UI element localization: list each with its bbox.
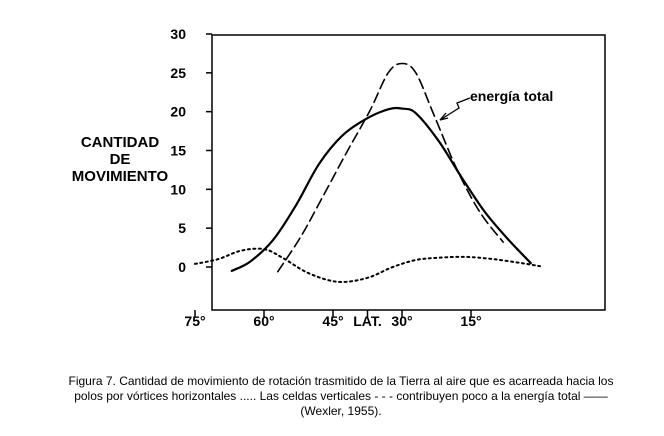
series-group: [194, 62, 541, 283]
x-tick-label: 60°: [253, 313, 274, 329]
series-line-vertical-cells: [277, 62, 504, 273]
y-tick-label: 0: [178, 259, 186, 275]
x-tick-label: 15°: [460, 313, 481, 329]
plot-frame: [211, 34, 606, 311]
x-tick-label: 45°: [322, 313, 343, 329]
caption-line-3: (Wexler, 1955).: [300, 404, 382, 418]
caption-line-2: polos por vórtices horizontales ..... La…: [74, 389, 608, 403]
y-tick-label: 20: [170, 104, 186, 120]
series-line-total: [230, 106, 532, 272]
y-axis: 0 5 10 15 20 25 30: [170, 26, 212, 275]
energy-total-annotation: energía total: [439, 88, 553, 121]
annotation-arrow-head: [439, 112, 449, 121]
momentum-chart: 0 5 10 15 20 25 30 75° 60° 45° LAT. 30° 15° CANTIDA…: [72, 26, 606, 329]
y-tick-label: 30: [170, 26, 186, 42]
y-label-line: DE: [110, 151, 131, 168]
series-line-horizontal-vortices: [194, 247, 541, 283]
y-tick-label: 15: [170, 143, 186, 159]
x-tick-label: 30°: [391, 313, 412, 329]
figure-caption: Figura 7. Cantidad de movimiento de rota…: [16, 374, 664, 419]
y-tick-label: 5: [178, 220, 186, 236]
x-tick-label: 75°: [184, 313, 205, 329]
y-tick-label: 10: [170, 181, 186, 197]
y-label-line: MOVIMIENTO: [72, 168, 169, 185]
caption-line-1: Figura 7. Cantidad de movimiento de rota…: [68, 374, 614, 388]
annotation-leader-arrow: [439, 97, 471, 121]
y-tick-label: 25: [170, 65, 186, 81]
x-tick-label: LAT.: [353, 313, 382, 329]
annotation-label: energía total: [470, 88, 553, 104]
y-label-line: CANTIDAD: [81, 134, 159, 151]
x-axis: 75° 60° 45° LAT. 30° 15°: [184, 310, 482, 329]
